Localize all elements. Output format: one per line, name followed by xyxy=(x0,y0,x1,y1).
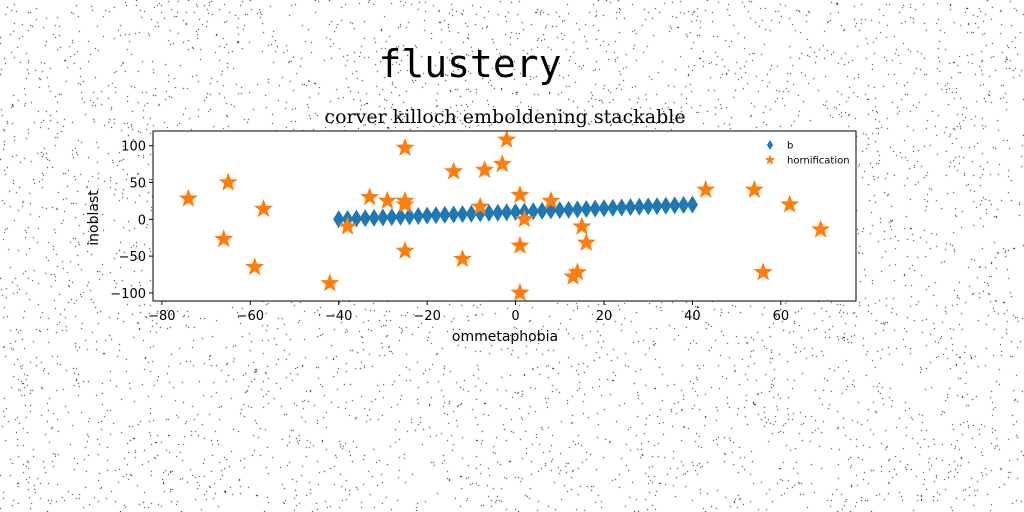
star-point xyxy=(395,190,415,209)
y-axis-ticks: −100 −50 0 50 100 xyxy=(110,140,153,302)
star-point xyxy=(320,273,340,292)
y-tick-label: 0 xyxy=(138,213,146,228)
star-point xyxy=(470,196,490,215)
diamond-point xyxy=(412,207,424,225)
diamond-point xyxy=(492,203,504,222)
diamond-point xyxy=(598,199,610,218)
star-point xyxy=(541,190,561,209)
x-axis-label: ommetaphobia xyxy=(452,329,558,345)
diamond-point xyxy=(448,205,460,224)
star-point xyxy=(492,154,512,173)
x-tick-label: 0 xyxy=(511,309,519,324)
diamond-point xyxy=(669,196,681,215)
star-point xyxy=(360,187,380,206)
star-point xyxy=(395,240,415,260)
star-point xyxy=(753,262,773,281)
diamond-point xyxy=(536,201,548,220)
star-point xyxy=(510,235,530,254)
star-point xyxy=(780,194,800,213)
star-point xyxy=(510,282,530,301)
diamond-point xyxy=(651,197,663,216)
legend-marker xyxy=(766,140,774,150)
diamond-point xyxy=(350,209,362,228)
star-point xyxy=(567,262,587,281)
star-point xyxy=(572,216,592,235)
diamond-point xyxy=(368,208,380,227)
star-point xyxy=(475,160,495,179)
x-tick-label: −40 xyxy=(325,309,352,324)
diamond-point xyxy=(580,200,592,219)
legend-marker xyxy=(764,154,776,165)
x-tick-label: −80 xyxy=(148,309,175,324)
x-tick-label: −60 xyxy=(237,309,264,324)
diamond-point xyxy=(430,206,442,225)
diamond-point xyxy=(642,197,654,216)
diamond-point xyxy=(456,205,469,224)
x-tick-label: −20 xyxy=(413,309,440,324)
x-axis-ticks: −80 −60 −40 −20 0 20 40 60 xyxy=(148,301,789,324)
star-point xyxy=(377,190,397,209)
diamond-point xyxy=(439,205,451,224)
x-tick-label: 60 xyxy=(773,309,790,324)
diamond-point xyxy=(660,196,672,215)
star-point xyxy=(254,199,274,218)
diamond-point xyxy=(403,207,416,226)
y-tick-label: −100 xyxy=(110,287,146,302)
x-tick-label: 20 xyxy=(596,309,613,324)
diamond-point xyxy=(421,206,433,225)
diamond-point xyxy=(386,208,398,227)
diamond-point xyxy=(607,198,619,217)
star-point xyxy=(497,129,517,148)
diamond-point xyxy=(571,200,584,219)
diamond-point xyxy=(563,200,575,219)
legend-label: b xyxy=(787,141,793,152)
plot-frame xyxy=(152,130,857,302)
star-point xyxy=(452,249,473,268)
y-tick-label: −50 xyxy=(119,250,146,265)
diamond-point xyxy=(501,203,513,222)
diamond-point xyxy=(359,209,371,228)
star-point xyxy=(444,161,464,180)
diamond-point xyxy=(483,204,495,223)
star-point xyxy=(811,219,831,238)
data-marks xyxy=(178,129,831,301)
diamond-point xyxy=(554,201,566,220)
star-point xyxy=(510,185,530,204)
diamond-point xyxy=(677,195,690,214)
y-tick-label: 100 xyxy=(121,140,146,155)
series-2 xyxy=(178,129,831,301)
diamond-point xyxy=(686,195,698,214)
legend-label: hornification xyxy=(787,156,850,167)
star-point xyxy=(218,172,238,191)
diamond-point xyxy=(527,202,539,221)
star-point xyxy=(214,229,234,248)
plot-title: corver killoch emboldening stackable xyxy=(324,106,685,128)
diamond-point xyxy=(395,207,407,226)
y-tick-label: 50 xyxy=(129,177,146,192)
diamond-point xyxy=(509,202,522,221)
star-point xyxy=(576,232,596,251)
legend: b hornification xyxy=(764,140,850,167)
star-point xyxy=(744,179,764,198)
diamond-point xyxy=(377,208,389,227)
diamond-point xyxy=(633,197,645,216)
diamond-point xyxy=(589,199,601,218)
star-point xyxy=(338,216,358,235)
diamond-point xyxy=(616,198,628,217)
figure-title: flustery xyxy=(378,42,561,86)
star-point xyxy=(696,179,716,198)
diamond-point xyxy=(465,204,477,223)
star-point xyxy=(245,257,265,276)
x-tick-label: 40 xyxy=(684,309,701,324)
y-axis-label: inoblast xyxy=(86,190,102,246)
star-point xyxy=(395,137,415,157)
star-point xyxy=(178,188,198,207)
diamond-point xyxy=(624,198,637,217)
star-point xyxy=(514,209,534,228)
